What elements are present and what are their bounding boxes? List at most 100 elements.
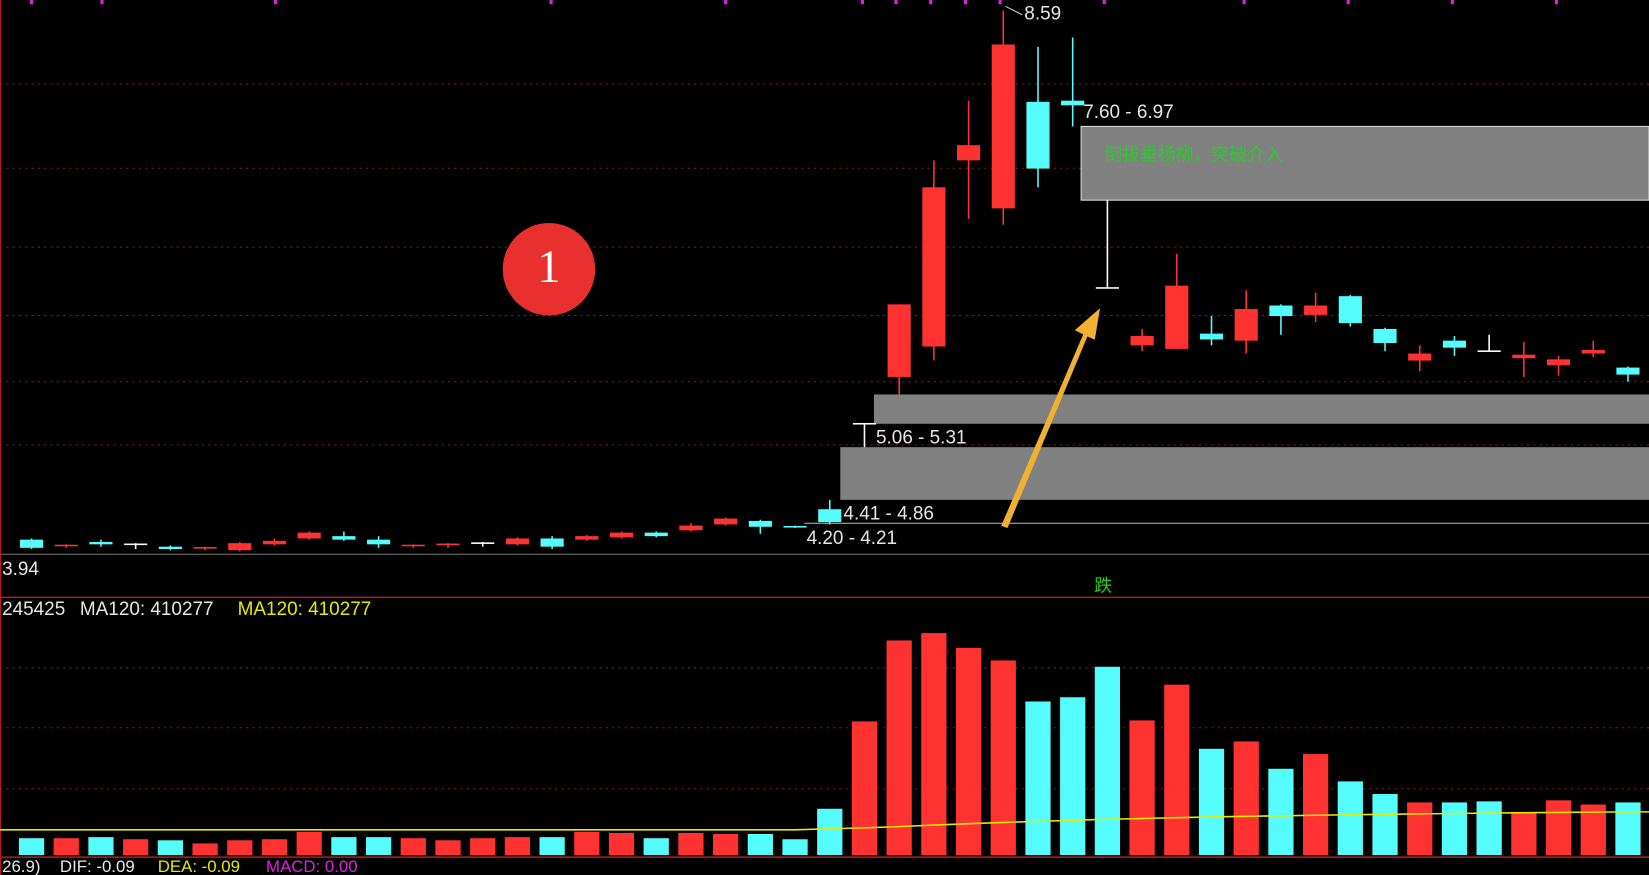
candle-body [471,542,495,544]
legend-entry: MA120: 410277 [80,599,214,620]
candle-body [679,525,703,531]
volume-bar [53,838,79,856]
candle-body [193,547,217,549]
candle-body [1026,101,1050,169]
annotation: 倒拔垂杨柳，突破介入 [1104,144,1283,164]
volume-bar [1268,768,1294,856]
gap-box [840,447,1649,500]
candle-body [748,520,772,527]
volume-bar [1233,741,1259,856]
candle-body [401,544,425,547]
volume-bar [1060,697,1086,856]
candle-body [262,540,287,545]
candle-body [158,546,182,550]
candle-body [54,544,78,547]
candle-body [957,145,981,161]
volume-bar [435,840,461,856]
gap-label: 5.06 - 5.31 [876,427,966,448]
candle-body [1581,350,1605,354]
candle-body [818,509,842,523]
volume-bar [123,839,149,856]
volume-bar [1337,781,1363,856]
candle-body [124,543,148,546]
volume-bar [1164,684,1190,856]
candle-body [644,532,668,537]
volume-bar [1407,802,1433,856]
candle-body [1165,285,1189,349]
volume-bar [18,838,45,856]
volume-bar [1511,811,1537,856]
marker-label: 1 [537,242,560,293]
candle-body [1269,305,1293,317]
indicator-text: 26.9) [2,857,40,875]
candle-body [228,543,252,551]
volume-bar [1545,800,1572,856]
candle-body [1477,350,1501,352]
candle-body [505,538,529,545]
volume-bar [1129,720,1155,856]
candle-body [887,304,911,377]
volume-bar [886,640,912,856]
volume-bar [643,838,669,856]
gap-box [873,394,1649,424]
volume-bar [1476,801,1502,856]
candle-body [89,541,113,545]
legend-entry: 245425 [2,599,65,620]
candle-body [1442,340,1467,348]
indicator-text: DEA: -0.09 [158,857,240,875]
signal-label: 跌 [1094,576,1112,596]
candle-layer: 8.59 [19,4,1640,552]
candle-body [1061,100,1085,106]
volume-bar [400,838,426,856]
candle-body [1304,305,1328,315]
volume-bar [192,843,218,856]
candle-body [332,536,356,540]
candle-body [991,44,1015,209]
volume-bar [817,808,843,856]
gap-box [1080,125,1649,201]
volume-bar [1372,794,1398,856]
candle-body [609,532,634,538]
arrow [1001,308,1101,528]
volume-bar [678,832,704,856]
candle-body [1130,335,1154,346]
volume-bar [504,837,531,856]
volume-bar [1615,802,1641,856]
legend-entry: MA120: 410277 [238,599,372,620]
gap-layer: 7.60 - 6.97 5.06 - 5.31 4.41 - 4.86 4.20 - … [804,102,1649,549]
candle-body [1546,359,1571,366]
candle-body [1234,309,1258,341]
volume-bar [990,660,1016,856]
volume-bar [608,832,635,856]
candle-body [852,422,877,425]
indicator-text: DIF: -0.09 [60,857,135,875]
candle-body [1199,333,1224,340]
volume-layer [0,633,1649,856]
volume-bar [574,831,600,856]
volume-bar [539,837,565,856]
min-price-label: 3.94 [2,559,39,580]
volume-bar [1198,748,1225,856]
candle-body [297,532,321,539]
volume-bar [713,833,739,856]
volume-bar [955,647,982,856]
volume-bar [1303,754,1329,856]
ma-line [0,811,1649,831]
candle-body [540,538,564,547]
indicator-text: MACD: 0.00 [266,857,358,875]
volume-bar [1025,701,1051,856]
marker-circle [502,222,596,316]
volume-bar [157,840,183,856]
volume-bar [227,840,253,856]
volume-bar [747,833,773,856]
candle-body [19,539,44,548]
candle-body [575,536,599,540]
candle-body [1512,354,1536,359]
volume-bar [470,838,496,856]
volume-bar [782,839,808,856]
volume-bar [365,837,392,856]
volume-bar [88,837,114,856]
candle-body [714,518,738,525]
volume-bar [296,831,322,856]
